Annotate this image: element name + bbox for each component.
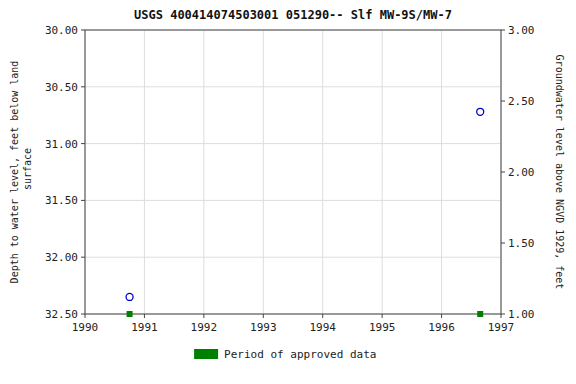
y-axis: 30.00 30.50 31.00 31.50 32.00 32.50 bbox=[45, 24, 85, 321]
y2-tick bbox=[501, 243, 505, 244]
x-tick bbox=[85, 314, 86, 318]
x-tick-label: 1992 bbox=[191, 321, 218, 334]
y2-tick-label: 2.00 bbox=[508, 166, 535, 179]
y-axis-label-line: Depth to water level, feet below land bbox=[9, 61, 20, 284]
grid-line-y bbox=[85, 86, 501, 87]
y-tick bbox=[81, 30, 85, 31]
y2-tick-label: 2.50 bbox=[508, 95, 535, 108]
y2-axis-label: Groundwater level above NGVD 1929, feet bbox=[554, 55, 565, 290]
legend-label: Period of approved data bbox=[224, 348, 376, 361]
y2-tick-label: 3.00 bbox=[508, 24, 535, 37]
y2-tick-label: 1.00 bbox=[508, 308, 535, 321]
grid-line-x bbox=[322, 30, 323, 314]
x-tick bbox=[203, 314, 204, 318]
y2-tick bbox=[501, 101, 505, 102]
legend: Period of approved data bbox=[194, 348, 376, 361]
y-tick bbox=[81, 143, 85, 144]
y2-axis: 1.00 1.50 2.00 2.50 3.00 bbox=[501, 24, 535, 321]
point bbox=[126, 293, 133, 300]
data bbox=[126, 108, 484, 317]
y-tick-label: 30.50 bbox=[45, 81, 78, 94]
y-tick-label: 31.50 bbox=[45, 194, 78, 207]
y-axis-label: Depth to water level, feet below land su… bbox=[9, 61, 33, 284]
grid-line-x bbox=[144, 30, 145, 314]
y2-tick bbox=[501, 172, 505, 173]
grid-line-x bbox=[203, 30, 204, 314]
y-tick-label: 30.00 bbox=[45, 24, 78, 37]
x-axis: 1990 1991 1992 1993 1994 1995 1996 1997 bbox=[72, 314, 515, 334]
x-tick bbox=[441, 314, 442, 318]
y-tick-label: 32.00 bbox=[45, 251, 78, 264]
grid-line-y bbox=[85, 257, 501, 258]
x-tick bbox=[501, 314, 502, 318]
x-tick bbox=[382, 314, 383, 318]
x-tick bbox=[322, 314, 323, 318]
y2-tick bbox=[501, 314, 505, 315]
y-axis-label-line: surface bbox=[22, 148, 33, 196]
y-tick bbox=[81, 86, 85, 87]
x-tick-label: 1993 bbox=[250, 321, 277, 334]
series bbox=[126, 108, 484, 300]
point bbox=[477, 311, 483, 317]
point bbox=[127, 311, 133, 317]
grid-line-x bbox=[441, 30, 442, 314]
legend-swatch bbox=[194, 349, 218, 359]
y-tick bbox=[81, 200, 85, 201]
y-tick bbox=[81, 257, 85, 258]
y-tick-label: 31.00 bbox=[45, 138, 78, 151]
grid bbox=[85, 30, 501, 314]
x-tick-label: 1990 bbox=[72, 321, 99, 334]
y2-tick-label: 1.50 bbox=[508, 237, 535, 250]
point bbox=[477, 108, 484, 115]
y-tick-label: 32.50 bbox=[45, 308, 78, 321]
y2-tick bbox=[501, 30, 505, 31]
grid-line-y bbox=[85, 143, 501, 144]
x-tick-label: 1994 bbox=[309, 321, 336, 334]
x-tick-label: 1996 bbox=[428, 321, 455, 334]
x-tick bbox=[263, 314, 264, 318]
grid-line-y bbox=[85, 200, 501, 201]
x-tick-label: 1997 bbox=[488, 321, 515, 334]
grid-line-x bbox=[263, 30, 264, 314]
x-tick-label: 1991 bbox=[131, 321, 158, 334]
series bbox=[127, 311, 484, 317]
x-tick bbox=[144, 314, 145, 318]
chart: 1990199119921993199419951996199730.0030.… bbox=[0, 0, 576, 384]
background bbox=[0, 0, 576, 384]
title: USGS 400414074503001 051290-- Slf MW-9S/… bbox=[134, 8, 452, 22]
y-tick bbox=[81, 314, 85, 315]
grid-line-x bbox=[382, 30, 383, 314]
plot-frame bbox=[85, 30, 501, 314]
x-tick-label: 1995 bbox=[369, 321, 396, 334]
